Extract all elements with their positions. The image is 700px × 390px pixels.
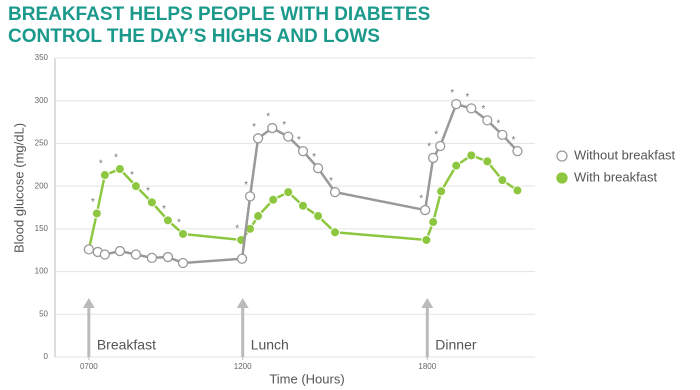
- data-point: [146, 197, 157, 208]
- x-tick-label: 0700: [80, 362, 98, 371]
- data-point: [130, 181, 141, 192]
- data-point: [177, 257, 189, 269]
- data-point: [428, 152, 439, 164]
- y-tick-label: 150: [35, 224, 49, 233]
- data-point: [420, 204, 431, 216]
- significance-mark: *: [91, 197, 95, 208]
- significance-mark: *: [481, 104, 485, 115]
- significance-mark: *: [312, 152, 316, 163]
- data-point: [436, 186, 447, 197]
- legend-swatch: [556, 172, 568, 184]
- significance-mark: *: [512, 135, 516, 146]
- data-point: [268, 194, 279, 205]
- chart-title: CONTROL THE DAY’S HIGHS AND LOWS: [8, 26, 380, 47]
- data-point: [114, 164, 125, 175]
- data-point: [466, 150, 477, 161]
- y-tick-label: 250: [35, 139, 49, 148]
- significance-mark: *: [244, 180, 248, 191]
- data-point: [421, 234, 432, 245]
- data-point: [497, 175, 508, 186]
- data-point: [267, 122, 278, 134]
- meal-label: Breakfast: [97, 337, 156, 353]
- y-tick-label: 200: [35, 181, 49, 190]
- data-point: [298, 200, 308, 211]
- data-point: [466, 103, 477, 114]
- x-tick-label: 1200: [234, 362, 252, 371]
- data-point: [482, 115, 493, 126]
- significance-mark: *: [162, 204, 166, 215]
- data-point: [244, 191, 256, 202]
- data-point: [91, 208, 102, 219]
- meal-label: Lunch: [251, 337, 289, 353]
- data-point: [130, 249, 142, 260]
- data-point: [162, 251, 174, 263]
- significance-mark: *: [297, 135, 301, 146]
- data-point: [99, 249, 110, 260]
- data-point: [283, 187, 294, 198]
- legend-label: With breakfast: [574, 169, 657, 184]
- data-point: [313, 211, 324, 222]
- data-point: [162, 215, 173, 226]
- data-point: [283, 131, 294, 142]
- data-point: [451, 98, 462, 110]
- legend-swatch: [556, 150, 568, 162]
- legend-label: Without breakfast: [574, 147, 676, 162]
- significance-mark: *: [427, 142, 431, 153]
- data-point: [253, 211, 264, 222]
- significance-mark: *: [450, 88, 454, 99]
- data-point: [252, 133, 264, 144]
- data-point: [451, 160, 462, 171]
- significance-mark: *: [419, 194, 423, 205]
- data-point: [330, 227, 340, 238]
- significance-mark: *: [329, 176, 333, 187]
- data-point: [512, 185, 523, 196]
- significance-mark: *: [496, 119, 500, 130]
- y-tick-label: 350: [35, 53, 49, 62]
- significance-mark: *: [266, 112, 270, 123]
- significance-mark: *: [235, 224, 239, 235]
- significance-mark: *: [114, 153, 118, 164]
- significance-mark: *: [252, 122, 256, 133]
- y-tick-label: 50: [39, 309, 48, 318]
- data-point: [297, 145, 309, 157]
- meal-arrow-head: [421, 298, 434, 308]
- meal-arrow-head: [82, 298, 95, 308]
- significance-mark: *: [130, 170, 134, 181]
- significance-mark: *: [434, 130, 438, 141]
- data-point: [512, 145, 523, 157]
- data-point: [312, 163, 324, 174]
- meal-arrow-head: [236, 298, 249, 308]
- data-point: [99, 170, 110, 181]
- y-tick-label: 300: [35, 96, 49, 105]
- data-point: [497, 129, 508, 141]
- significance-mark: *: [146, 186, 150, 197]
- chart-title: BREAKFAST HELPS PEOPLE WITH DIABETES: [8, 4, 430, 25]
- significance-mark: *: [177, 218, 181, 229]
- series-line: [88, 102, 519, 265]
- x-axis-label: Time (Hours): [269, 371, 344, 386]
- data-point: [114, 245, 126, 257]
- significance-mark: *: [99, 159, 103, 170]
- data-point: [482, 156, 493, 167]
- y-tick-label: 100: [35, 267, 49, 276]
- data-point: [428, 217, 439, 228]
- data-point: [435, 140, 446, 152]
- data-point: [329, 186, 341, 198]
- significance-mark: *: [465, 92, 469, 103]
- data-point: [236, 253, 248, 264]
- significance-mark: *: [282, 120, 286, 131]
- data-point: [146, 252, 158, 264]
- data-point: [178, 228, 188, 239]
- data-point: [83, 244, 94, 255]
- x-tick-label: 1800: [418, 362, 436, 371]
- y-tick-label: 0: [44, 352, 49, 361]
- y-axis-label: Blood glucose (mg/dL): [11, 123, 26, 253]
- meal-label: Dinner: [435, 337, 477, 353]
